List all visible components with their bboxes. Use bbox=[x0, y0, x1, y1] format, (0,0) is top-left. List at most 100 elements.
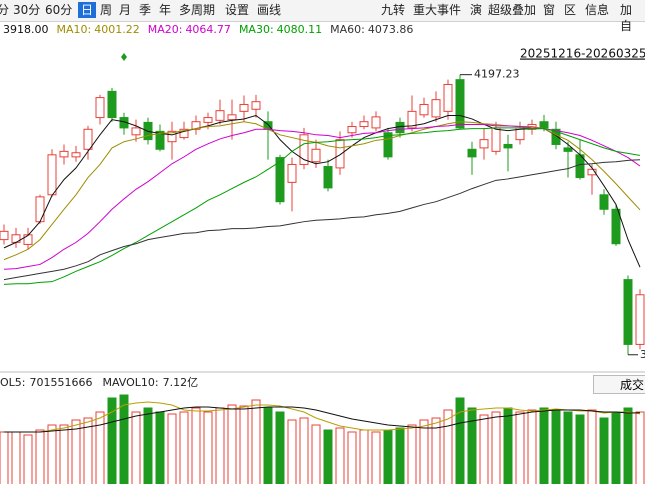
candle-body bbox=[383, 132, 393, 158]
volume-bar bbox=[551, 409, 561, 484]
candle-body bbox=[563, 147, 573, 152]
volume-bar bbox=[167, 413, 177, 484]
period-tab[interactable]: 多周期 bbox=[179, 3, 216, 17]
volume-bar bbox=[395, 427, 405, 484]
period-tab[interactable]: 周 bbox=[100, 3, 113, 17]
volume-bar bbox=[323, 429, 333, 484]
tool-button[interactable]: 加自 bbox=[620, 3, 633, 33]
ma-line bbox=[3, 159, 641, 281]
candle-body bbox=[395, 121, 405, 134]
candle-body bbox=[431, 99, 441, 118]
volume-bar bbox=[119, 394, 129, 484]
legend-name: MA30: bbox=[239, 23, 274, 36]
low-label: 3791 bbox=[640, 348, 645, 361]
volume-bar bbox=[431, 417, 441, 484]
candle-body bbox=[167, 130, 177, 143]
volume-bar bbox=[527, 409, 537, 484]
volume-bar bbox=[371, 431, 381, 484]
volume-bar bbox=[467, 407, 477, 484]
volume-bar bbox=[71, 419, 81, 484]
candle-body bbox=[35, 196, 45, 223]
period-tab[interactable]: 月 bbox=[119, 3, 132, 17]
period-tab[interactable]: 年 bbox=[159, 3, 172, 17]
tool-button[interactable]: 信息 bbox=[585, 3, 610, 17]
volume-bar bbox=[347, 431, 357, 484]
volume-bar bbox=[491, 411, 501, 484]
period-tab[interactable]: 60分 bbox=[45, 3, 73, 17]
volume-bar bbox=[0, 431, 9, 484]
candle-body bbox=[539, 121, 549, 129]
candle-body bbox=[59, 150, 69, 158]
volume-bar bbox=[191, 407, 201, 484]
volume-bar bbox=[479, 414, 489, 484]
tool-button[interactable]: 区 bbox=[564, 3, 577, 17]
ma-line bbox=[3, 127, 641, 285]
period-tab[interactable]: 30分 bbox=[13, 3, 41, 17]
volume-bar bbox=[599, 417, 609, 484]
candle-body bbox=[479, 139, 489, 149]
volume-bar bbox=[275, 411, 285, 484]
period-tab[interactable]: 画线 bbox=[257, 3, 282, 17]
candle-body bbox=[467, 148, 477, 158]
volume-ma-line bbox=[4, 406, 641, 433]
candle-body bbox=[335, 139, 345, 169]
volume-bar bbox=[131, 411, 141, 484]
volume-bar bbox=[59, 424, 69, 484]
volume-bar bbox=[611, 411, 621, 484]
candle-body bbox=[155, 130, 165, 150]
candle-body bbox=[131, 127, 141, 136]
high-label: 4197.23 bbox=[474, 68, 520, 81]
volume-bar bbox=[47, 424, 57, 484]
candle-body bbox=[71, 152, 81, 158]
volume-bar bbox=[575, 414, 585, 484]
candle-body bbox=[251, 101, 261, 110]
signal-marker bbox=[121, 53, 127, 61]
volume-bar bbox=[383, 429, 393, 484]
candle-body bbox=[191, 121, 201, 130]
volume-bar bbox=[587, 409, 597, 484]
ma-line bbox=[3, 121, 641, 261]
candle-body bbox=[107, 90, 117, 119]
volume-bar bbox=[515, 411, 525, 484]
period-tab[interactable]: 日 bbox=[78, 2, 97, 18]
candle-body bbox=[419, 103, 429, 116]
candle-body bbox=[359, 121, 369, 128]
volume-bar bbox=[251, 399, 261, 484]
legend-value: 4080.11 bbox=[277, 23, 323, 36]
volume-button[interactable]: 成交 bbox=[593, 375, 645, 394]
volume-bar bbox=[359, 429, 369, 484]
volume-bar bbox=[203, 411, 213, 484]
candle-body bbox=[635, 294, 645, 345]
period-tab[interactable]: 分 bbox=[0, 3, 10, 17]
volume-bar bbox=[107, 397, 117, 484]
volume-legend-value: 701551666 bbox=[30, 376, 93, 389]
volume-bar bbox=[11, 431, 21, 484]
volume-bar bbox=[563, 411, 573, 484]
volume-bar bbox=[287, 419, 297, 484]
volume-bar bbox=[155, 411, 165, 484]
candle-body bbox=[311, 148, 321, 163]
volume-bar bbox=[35, 429, 45, 484]
candle-body bbox=[47, 154, 57, 196]
candle-body bbox=[611, 208, 621, 245]
period-tab[interactable]: 设置 bbox=[225, 3, 250, 17]
tool-button[interactable]: 超级叠加 bbox=[488, 3, 537, 17]
legend-value: 4073.86 bbox=[368, 23, 414, 36]
volume-bar bbox=[263, 407, 273, 484]
tool-button[interactable]: 窗 bbox=[543, 3, 556, 17]
candle-body bbox=[491, 127, 501, 152]
date-range: 20251216-20260325 bbox=[520, 47, 645, 61]
volume-bar bbox=[311, 424, 321, 484]
tool-button[interactable]: 重大事件 bbox=[413, 3, 462, 17]
candle-body bbox=[371, 116, 381, 129]
period-tab[interactable]: 季 bbox=[139, 3, 152, 17]
tool-button[interactable]: 九转 bbox=[381, 3, 406, 17]
candle-body bbox=[443, 83, 453, 112]
candle-body bbox=[239, 103, 249, 112]
volume-bar bbox=[83, 417, 93, 484]
candle-body bbox=[599, 194, 609, 210]
tool-button[interactable]: 演 bbox=[470, 3, 483, 17]
volume-bar bbox=[227, 404, 237, 484]
candle-body bbox=[203, 117, 213, 123]
